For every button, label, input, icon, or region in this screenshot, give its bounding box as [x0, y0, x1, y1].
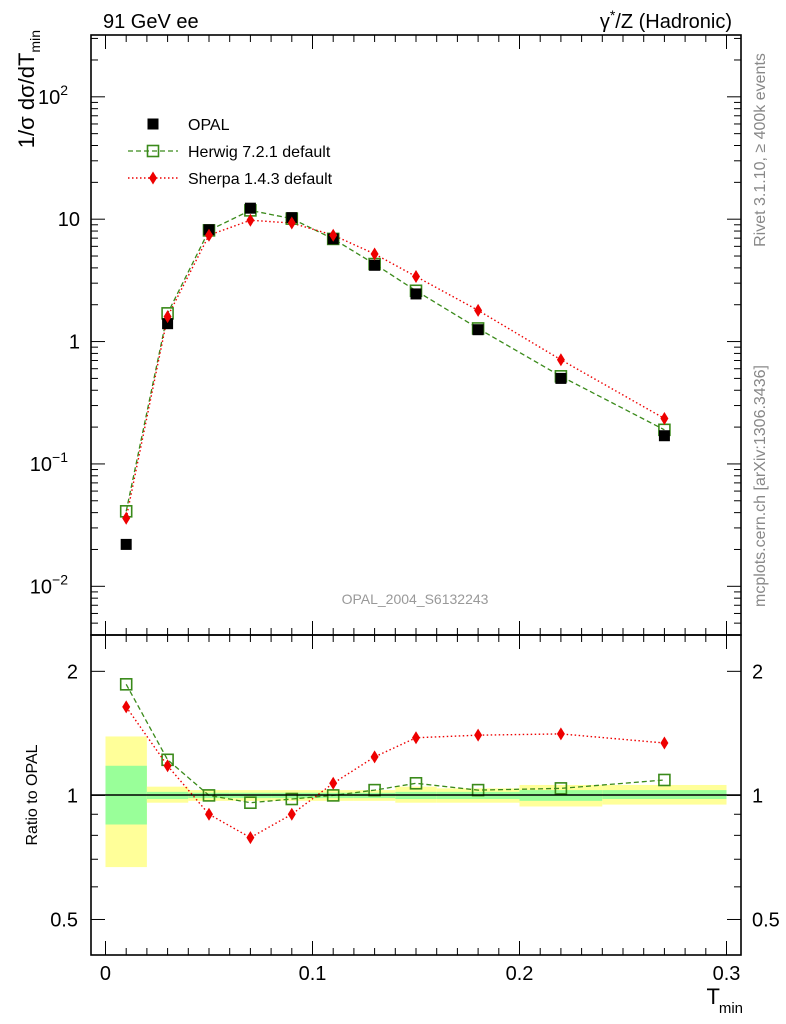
x-tick-label: 0: [100, 963, 111, 985]
sherpa-ratio-point: [370, 750, 379, 764]
sherpa-ratio-point: [412, 731, 420, 745]
sherpa-ratio-line: [125, 706, 665, 839]
herwig-ratio-point: [368, 783, 381, 797]
header-left: 91 GeV ee: [103, 11, 199, 33]
legend: OPAL Herwig 7.2.1 default Sherpa 1.4.3 def…: [128, 117, 333, 188]
legend-sherpa-label: Sherpa 1.4.3 default: [188, 171, 333, 188]
y-tick-base: 10: [30, 454, 52, 476]
herwig-ratio-point: [554, 782, 568, 795]
sherpa-main-point: [370, 247, 379, 261]
ratio-ylabel: Ratio to OPAL: [24, 744, 41, 845]
y-tick-base: 10: [30, 576, 52, 598]
data-main-point: [120, 538, 132, 550]
x-axis-label: T: [707, 984, 720, 1009]
legend-sherpa-marker: [149, 171, 157, 185]
sherpa-ratio-point: [287, 807, 296, 821]
y-tick-exp: −2: [52, 571, 68, 587]
analysis-id: OPAL_2004_S6132243: [342, 591, 489, 607]
ratio-tick-label: 0.5: [50, 909, 78, 931]
ratio-series: [119, 678, 671, 845]
main-ylabel: 1/σ dσ/dTmin: [14, 30, 43, 148]
header-right: γ*/Z (Hadronic): [600, 7, 732, 33]
sherpa-ratio-point: [660, 736, 669, 750]
data-main-point: [244, 202, 256, 214]
y-tick-base: 1: [69, 332, 80, 354]
data-main-point: [410, 288, 422, 300]
sherpa-ratio-point: [556, 727, 565, 741]
x-tick-label: 0.1: [299, 963, 327, 985]
x-tick-label: 0.3: [713, 963, 741, 985]
sherpa-main-point: [329, 228, 338, 242]
sherpa-main-point: [660, 412, 669, 426]
rivet-note: Rivet 3.1.10, ≥ 400k events: [752, 53, 769, 247]
herwig-ratio-point: [471, 783, 485, 797]
data-main-point: [162, 318, 174, 330]
y-tick-base: 10: [38, 87, 60, 109]
herwig-ratio-point: [119, 678, 133, 691]
ratio-tick-label: 1: [67, 785, 78, 807]
data-main-point: [369, 259, 381, 271]
x-tick-label: 0.2: [506, 963, 534, 985]
sherpa-main-point: [122, 511, 131, 525]
y-tick-label: 10−2: [30, 571, 68, 598]
ratio-tick-label: 2: [67, 661, 78, 683]
ratio-tick-label-right: 2: [752, 661, 763, 683]
y-tick-label: 10: [58, 209, 80, 231]
legend-herwig-label: Herwig 7.2.1 default: [188, 144, 331, 161]
y-tick-exp: 2: [60, 82, 68, 98]
herwig-ratio-point: [285, 792, 299, 806]
y-tick-label: 102: [38, 82, 68, 109]
data-main-point: [658, 430, 670, 442]
y-tick-exp: −1: [52, 449, 68, 465]
main-series: [119, 202, 671, 550]
y-tick-label: 10−1: [30, 449, 68, 476]
herwig-main-line: [125, 209, 665, 512]
y-tick-base: 10: [58, 209, 80, 231]
herwig-ratio-point: [409, 776, 423, 790]
legend-herwig-marker: [146, 144, 160, 158]
sherpa-ratio-point: [246, 831, 255, 845]
x-axis-label-sub: min: [719, 1000, 743, 1017]
ratio-tick-label-right: 0.5: [752, 909, 780, 931]
herwig-ratio-point: [658, 773, 671, 787]
sherpa-main-point: [556, 353, 565, 367]
mcplots-note: mcplots.cern.ch [arXiv:1306.3436]: [752, 365, 769, 607]
legend-data-marker: [147, 118, 159, 130]
ratio-tick-label-right: 1: [752, 785, 763, 807]
sherpa-ratio-point: [204, 807, 213, 821]
herwig-ratio-line: [125, 684, 665, 804]
sherpa-ratio-point: [474, 728, 483, 742]
data-main-point: [555, 372, 567, 384]
sherpa-main-point: [204, 228, 213, 242]
herwig-ratio-point: [244, 796, 257, 810]
sherpa-ratio-point: [163, 759, 172, 773]
data-main-point: [472, 324, 484, 336]
sherpa-main-point: [163, 310, 172, 324]
ratio-uncertainty-bands: [105, 736, 727, 868]
sherpa-main-point: [474, 303, 483, 317]
sherpa-ratio-point: [329, 776, 338, 790]
sherpa-main-line: [125, 219, 665, 519]
y-tick-label: 1: [69, 332, 80, 354]
sherpa-main-point: [412, 270, 420, 284]
sherpa-ratio-point: [122, 700, 131, 714]
legend-data-label: OPAL: [188, 117, 230, 134]
sherpa-main-point: [246, 213, 255, 227]
sherpa-main-point: [287, 216, 296, 230]
